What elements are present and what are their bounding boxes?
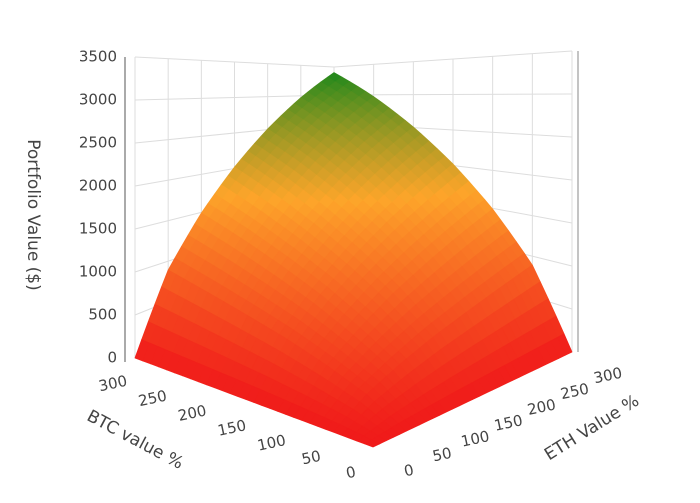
y-tick-label: 150 xyxy=(493,411,525,435)
x-axis-title: BTC value % xyxy=(83,406,186,474)
x-tick-label: 50 xyxy=(300,447,322,469)
x-tick-label: 200 xyxy=(176,401,208,425)
y-tick-label: 0 xyxy=(402,461,415,481)
z-tick-label: 0 xyxy=(107,349,117,367)
z-tick-label: 1500 xyxy=(79,220,117,238)
z-tick-label: 2500 xyxy=(79,134,117,152)
x-tick-label: 250 xyxy=(137,387,169,411)
z-tick-label: 3000 xyxy=(79,91,117,109)
y-tick-label: 100 xyxy=(459,427,491,451)
z-tick-label: 500 xyxy=(88,306,117,324)
z-tick-label: 3500 xyxy=(79,48,117,66)
x-tick-label: 0 xyxy=(344,463,357,483)
z-tick-label: 2000 xyxy=(79,177,117,195)
x-tick-label: 150 xyxy=(216,416,248,440)
surface-patch xyxy=(364,439,381,448)
surface xyxy=(134,72,573,448)
z-tick-label: 1000 xyxy=(79,263,117,281)
y-axis-title: ETH Value % xyxy=(541,391,643,465)
y-tick-label: 50 xyxy=(431,444,453,466)
x-tick-label: 300 xyxy=(97,372,129,396)
y-tick-label: 200 xyxy=(526,395,558,419)
x-tick-label: 100 xyxy=(256,431,288,455)
y-tick-label: 300 xyxy=(592,364,624,388)
z-axis-title: Portfolio Value ($) xyxy=(23,139,43,291)
y-tick-label: 250 xyxy=(559,380,591,404)
